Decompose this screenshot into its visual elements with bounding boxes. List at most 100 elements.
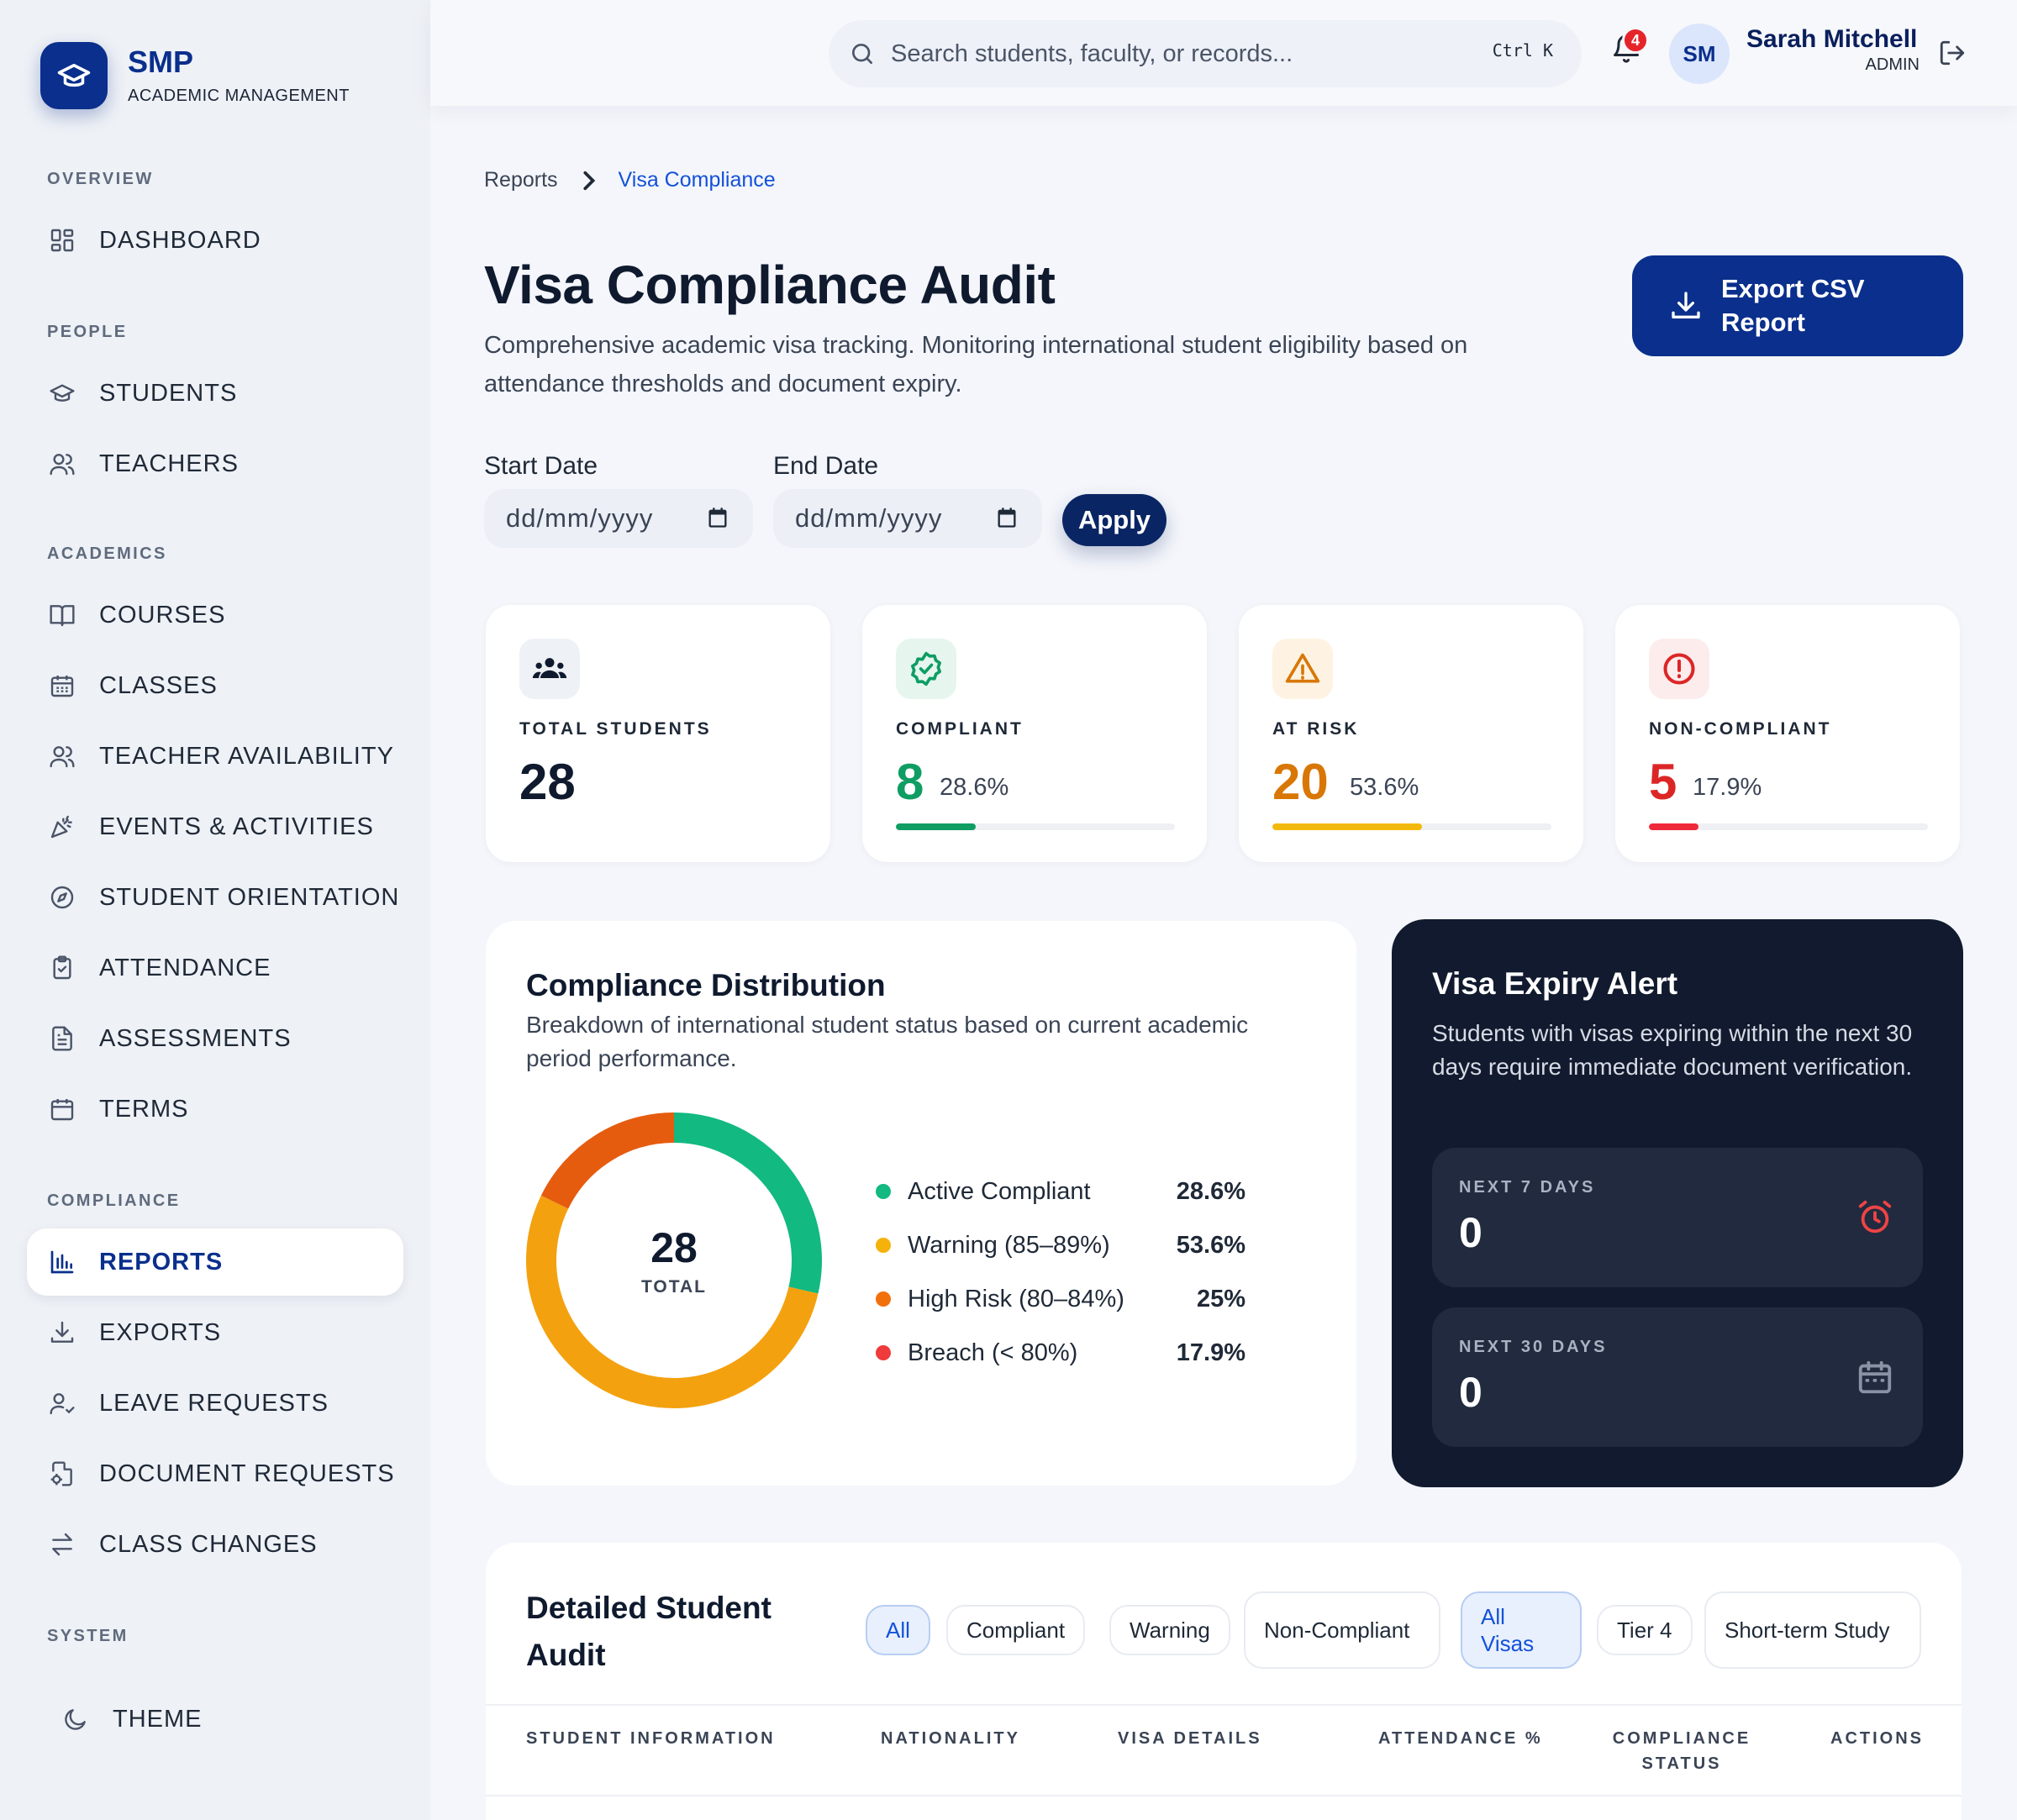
calendar-icon[interactable] (706, 506, 729, 529)
legend-item: Breach (< 80%) 17.9% (876, 1326, 1245, 1380)
breadcrumb: Reports Visa Compliance (484, 168, 776, 192)
sidebar-item-terms[interactable]: TERMS (27, 1076, 403, 1143)
stat-value: 8 (896, 754, 924, 810)
filter-all-visas[interactable]: All Visas (1461, 1591, 1582, 1669)
sidebar-item-label: EXPORTS (99, 1318, 222, 1346)
breadcrumb-current: Visa Compliance (618, 168, 776, 192)
calendar-icon[interactable] (995, 506, 1019, 529)
next-7-days-box[interactable]: NEXT 7 DAYS 0 (1432, 1148, 1923, 1287)
sidebar-item-class-changes[interactable]: CLASS CHANGES (27, 1511, 403, 1578)
filter-non-compliant[interactable]: Non-Compliant (1244, 1591, 1440, 1669)
start-date-input[interactable]: dd/mm/yyyy (484, 489, 753, 548)
search-input[interactable]: Search students, faculty, or records... … (829, 20, 1582, 87)
compliance-distribution-card: Compliance Distribution Breakdown of int… (486, 921, 1356, 1486)
sidebar-item-teachers[interactable]: TEACHERS (27, 430, 403, 497)
next-7-days-label: NEXT 7 DAYS (1459, 1178, 1596, 1197)
sidebar-item-orientation[interactable]: STUDENT ORIENTATION (27, 864, 403, 931)
next-7-days-value: 0 (1459, 1209, 1482, 1256)
sidebar-item-label: ASSESSMENTS (99, 1024, 292, 1052)
export-csv-label: Export CSV Report (1721, 274, 1865, 337)
stat-progress-fill (1272, 823, 1422, 830)
download-icon (47, 1318, 77, 1348)
sidebar-item-label: DASHBOARD (99, 226, 261, 254)
end-date-input[interactable]: dd/mm/yyyy (773, 489, 1042, 548)
chevron-right-icon (580, 170, 597, 192)
filter-compliant[interactable]: Compliant (946, 1605, 1086, 1655)
sidebar-item-label: DOCUMENT REQUESTS (99, 1460, 395, 1487)
donut-total-label: TOTAL (640, 1277, 708, 1297)
export-csv-button[interactable]: Export CSV Report (1632, 255, 1963, 356)
legend-value: 17.9% (1176, 1339, 1245, 1366)
sidebar-item-leave-requests[interactable]: LEAVE REQUESTS (27, 1370, 403, 1437)
users-icon (47, 449, 77, 479)
sidebar: SMP ACADEMIC MANAGEMENT OVERVIEW DASHBOA… (0, 0, 430, 1820)
legend-dot (876, 1291, 891, 1307)
filter-all[interactable]: All (866, 1605, 930, 1655)
stat-card-at-risk: AT RISK 20 53.6% (1239, 605, 1583, 862)
sidebar-item-courses[interactable]: COURSES (27, 581, 403, 649)
distribution-description: Breakdown of international student statu… (526, 1012, 1249, 1071)
theme-label: THEME (113, 1705, 203, 1733)
theme-toggle[interactable]: THEME (27, 1686, 403, 1753)
avatar[interactable]: SM (1669, 24, 1730, 84)
search-shortcut: Ctrl K (1492, 40, 1553, 60)
filter-warning[interactable]: Warning (1109, 1605, 1230, 1655)
stat-percent: 28.6% (940, 774, 1009, 801)
book-open-icon (47, 600, 77, 630)
stat-progress-track (1272, 823, 1551, 830)
stat-progress-fill (896, 823, 976, 830)
sidebar-item-exports[interactable]: EXPORTS (27, 1299, 403, 1366)
column-actions: ACTIONS (1830, 1729, 1924, 1748)
section-compliance: COMPLIANCE (47, 1191, 181, 1210)
warning-triangle-icon (1272, 639, 1333, 699)
donut-center: 28 TOTAL (526, 1113, 822, 1408)
page-title: Visa Compliance Audit (484, 255, 1056, 315)
sidebar-item-reports[interactable]: REPORTS (27, 1228, 403, 1296)
brand-subtitle: ACADEMIC MANAGEMENT (128, 87, 350, 106)
section-academics: ACADEMICS (47, 544, 167, 563)
sidebar-item-assessments[interactable]: ASSESSMENTS (27, 1005, 403, 1072)
stat-label: TOTAL STUDENTS (519, 719, 712, 739)
alert-title: Visa Expiry Alert (1432, 966, 1678, 1001)
distribution-title: Compliance Distribution (526, 968, 886, 1002)
sidebar-item-label: EVENTS & ACTIVITIES (99, 813, 374, 840)
legend-value: 53.6% (1176, 1231, 1245, 1259)
legend-value: 28.6% (1176, 1177, 1245, 1205)
breadcrumb-reports[interactable]: Reports (484, 168, 558, 192)
filter-short-term-study[interactable]: Short-term Study (1704, 1591, 1921, 1669)
brand[interactable]: SMP ACADEMIC MANAGEMENT (40, 42, 350, 109)
dashboard-grid-icon (47, 225, 77, 255)
legend-label: High Risk (80–84%) (908, 1285, 1124, 1312)
bar-chart-icon (47, 1247, 77, 1277)
sidebar-item-teacher-availability[interactable]: TEACHER AVAILABILITY (27, 723, 403, 790)
sidebar-item-document-requests[interactable]: DOCUMENT REQUESTS (27, 1440, 403, 1507)
section-system: SYSTEM (47, 1627, 129, 1645)
stat-value: 28 (519, 754, 576, 810)
calendar-icon (47, 1094, 77, 1124)
sidebar-item-students[interactable]: STUDENTS (27, 360, 403, 427)
next-30-days-box[interactable]: NEXT 30 DAYS 0 (1432, 1307, 1923, 1447)
logout-icon[interactable] (1938, 39, 1967, 67)
section-people: PEOPLE (47, 323, 128, 341)
alarm-clock-icon (1856, 1198, 1894, 1237)
download-icon (1669, 289, 1703, 323)
graduation-cap-icon (47, 378, 77, 408)
next-30-days-label: NEXT 30 DAYS (1459, 1338, 1608, 1356)
end-date-label: End Date (773, 452, 879, 480)
start-date-label: Start Date (484, 452, 598, 480)
filter-tier-4[interactable]: Tier 4 (1597, 1605, 1693, 1655)
file-settings-icon (47, 1459, 77, 1489)
column-nationality: NATIONALITY (881, 1729, 1020, 1748)
search-icon (849, 40, 876, 67)
sidebar-item-events[interactable]: EVENTS & ACTIVITIES (27, 793, 403, 860)
legend-value: 25% (1196, 1285, 1245, 1312)
apply-button[interactable]: Apply (1062, 494, 1166, 546)
calendar-grid-icon (47, 671, 77, 701)
legend-dot (876, 1238, 891, 1253)
sidebar-item-dashboard[interactable]: DASHBOARD (27, 207, 403, 274)
sidebar-item-classes[interactable]: CLASSES (27, 652, 403, 719)
sidebar-item-attendance[interactable]: ATTENDANCE (27, 934, 403, 1002)
legend-item: Active Compliant 28.6% (876, 1165, 1245, 1218)
legend-label: Active Compliant (908, 1177, 1091, 1205)
stat-progress-fill (1649, 823, 1699, 830)
